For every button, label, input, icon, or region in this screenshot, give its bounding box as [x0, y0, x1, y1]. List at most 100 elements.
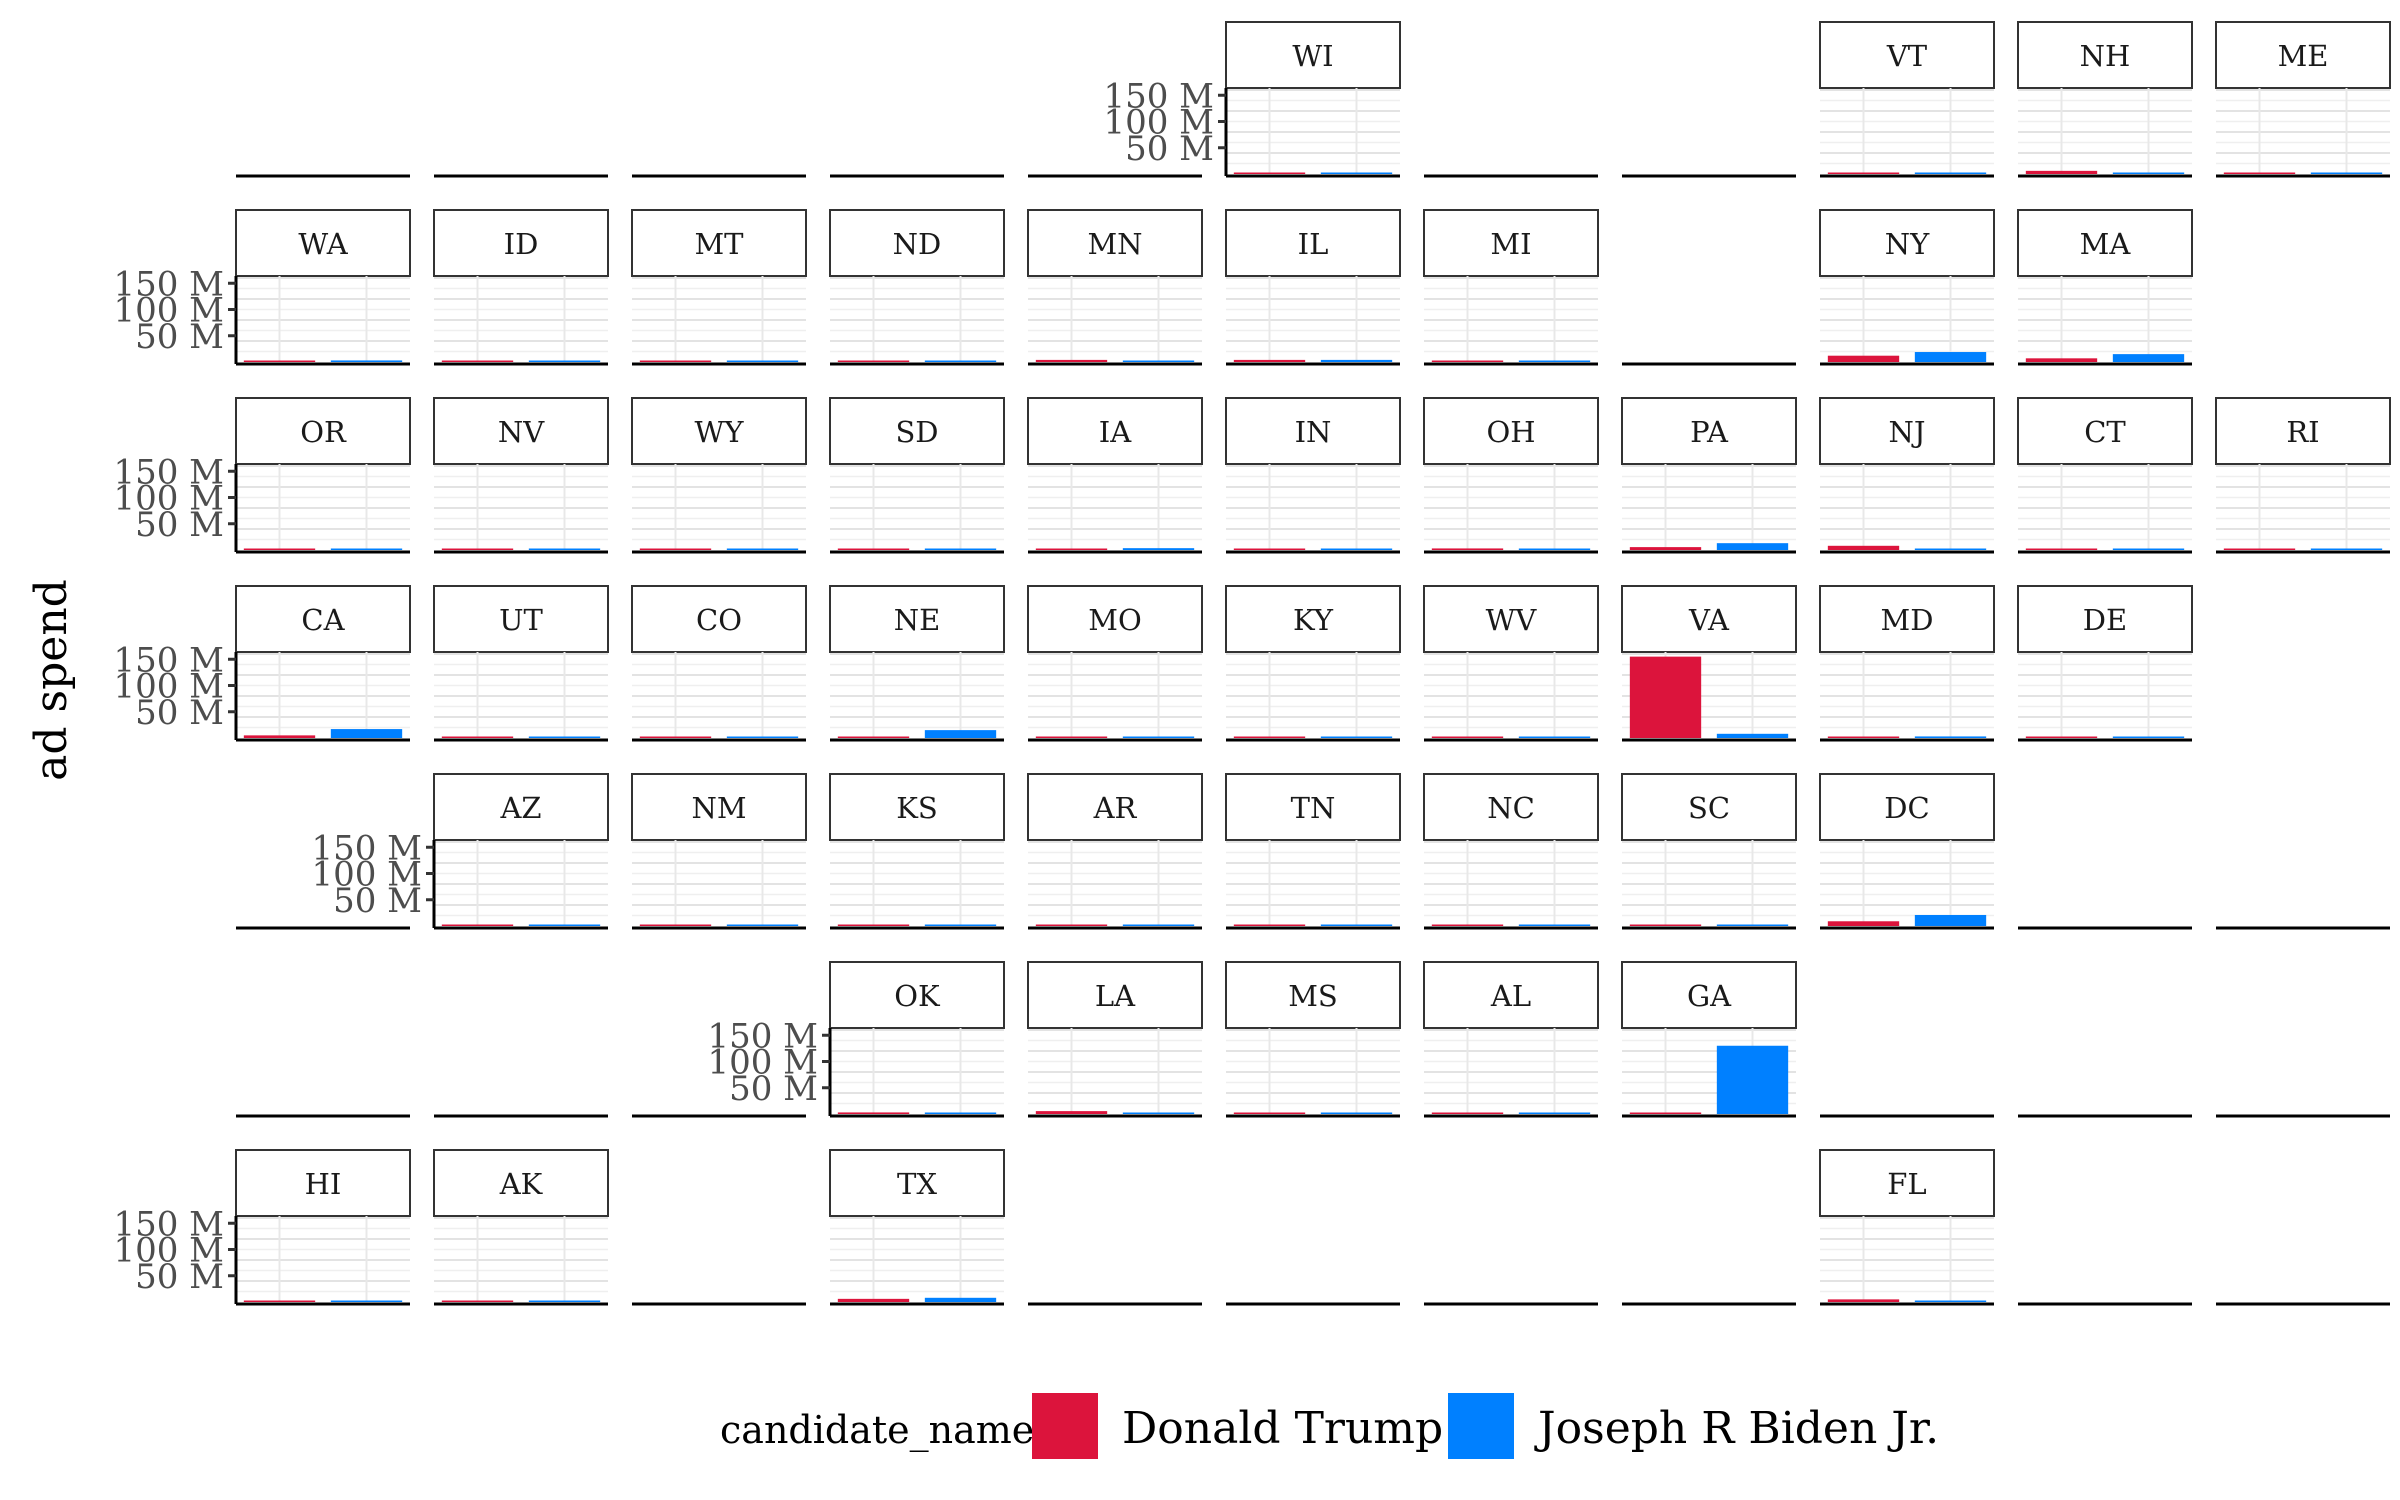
facet-wv: WV: [1423, 585, 1599, 742]
facet-strip-label: WI: [1292, 39, 1333, 73]
facet-sd: SD: [829, 397, 1005, 554]
facet-strip: [1027, 773, 1203, 841]
bar-trump: [1431, 736, 1504, 738]
bar-biden: [1914, 914, 1987, 926]
bar-trump: [1233, 1112, 1306, 1114]
facet-strip: [1225, 209, 1401, 277]
facet-strip: [829, 397, 1005, 465]
bar-trump: [441, 736, 514, 738]
bar-biden: [1716, 543, 1789, 550]
bar-biden: [924, 1297, 997, 1302]
facet-nh: NH: [2017, 21, 2193, 178]
bar-biden: [528, 736, 601, 738]
bar-biden: [2112, 548, 2185, 550]
bar-biden: [1320, 548, 1393, 550]
bar-biden: [1320, 736, 1393, 738]
bar-biden: [726, 360, 799, 362]
bar-biden: [528, 1300, 601, 1302]
facet-strip: [1423, 773, 1599, 841]
facet-mo: MO: [1027, 585, 1203, 742]
facet-strip: [1225, 397, 1401, 465]
bar-trump: [2025, 170, 2098, 174]
facet-strip-label: DC: [1884, 791, 1929, 825]
facet-mn: MN: [1027, 209, 1203, 366]
bar-biden: [1122, 360, 1195, 362]
facet-strip: [1819, 21, 1995, 89]
bar-biden: [924, 360, 997, 362]
facet-strip: [1819, 397, 1995, 465]
legend-label-trump: Donald Trump: [1122, 1403, 1443, 1454]
y-tick-label: 50 M: [135, 317, 224, 357]
bar-biden: [2112, 354, 2185, 362]
bar-biden: [330, 548, 403, 550]
bar-biden: [924, 548, 997, 550]
bar-trump: [837, 360, 910, 362]
facet-strip-label: IN: [1295, 415, 1332, 449]
facet-strip-label: UT: [499, 603, 543, 637]
bar-trump: [2223, 172, 2296, 174]
facet-strip-label: OH: [1486, 415, 1535, 449]
facet-fl: FL: [1819, 1149, 1995, 1306]
facet-strip-label: MO: [1088, 603, 1141, 637]
facet-strip-label: NC: [1487, 791, 1535, 825]
facet-strip-label: MN: [1087, 227, 1142, 261]
facet-oh: OH: [1423, 397, 1599, 554]
facet-strip: [433, 585, 609, 653]
facet-strip-label: ND: [893, 227, 942, 261]
facet-strip: [1423, 397, 1599, 465]
facet-strip: [829, 773, 1005, 841]
facet-strip: [2017, 21, 2193, 89]
facet-strip: [829, 209, 1005, 277]
legend-key-biden: [1448, 1393, 1514, 1459]
facet-strip-label: MD: [1881, 603, 1934, 637]
bar-biden: [330, 1300, 403, 1302]
facet-strip-label: AR: [1093, 791, 1138, 825]
facet-strip: [2215, 21, 2391, 89]
bar-biden: [924, 1112, 997, 1114]
bar-trump: [639, 360, 712, 362]
bar-biden: [1320, 172, 1393, 174]
y-tick-label: 150 M: [113, 1204, 224, 1244]
bar-trump: [1431, 360, 1504, 362]
facet-va: VA: [1621, 585, 1797, 742]
bar-biden: [528, 924, 601, 926]
facet-strip: [1621, 397, 1797, 465]
facet-strip-label: CA: [301, 603, 345, 637]
facet-strip-label: NM: [691, 791, 746, 825]
bar-biden: [1914, 1300, 1987, 1302]
facet-ga: GA: [1621, 961, 1797, 1118]
bar-trump: [243, 1300, 316, 1302]
bar-trump: [639, 736, 712, 738]
facet-strip: [1621, 773, 1797, 841]
bar-biden: [1716, 924, 1789, 926]
facet-strip-label: MI: [1490, 227, 1531, 261]
facet-mt: MT: [631, 209, 807, 366]
facet-strip-label: CT: [2084, 415, 2126, 449]
bar-trump: [441, 1300, 514, 1302]
bar-biden: [1518, 736, 1591, 738]
bar-trump: [243, 360, 316, 362]
bar-trump: [1629, 1112, 1702, 1114]
legend-label-biden: Joseph R Biden Jr.: [1534, 1403, 1939, 1454]
bar-biden: [1122, 1112, 1195, 1114]
bar-trump: [1035, 1111, 1108, 1114]
facet-strip-label: OK: [894, 979, 941, 1013]
facet-ak: AK: [433, 1149, 609, 1306]
bar-trump: [441, 548, 514, 550]
bar-biden: [1122, 924, 1195, 926]
facet-strip: [1621, 585, 1797, 653]
facet-strip: [1621, 961, 1797, 1029]
facet-strip: [2017, 209, 2193, 277]
bar-biden: [1320, 924, 1393, 926]
legend-title: candidate_name: [720, 1408, 1034, 1453]
bar-biden: [330, 360, 403, 362]
bar-biden: [1914, 352, 1987, 362]
facet-strip: [1819, 773, 1995, 841]
bar-biden: [1914, 548, 1987, 550]
bar-trump: [1035, 359, 1108, 362]
bar-biden: [2310, 548, 2383, 550]
